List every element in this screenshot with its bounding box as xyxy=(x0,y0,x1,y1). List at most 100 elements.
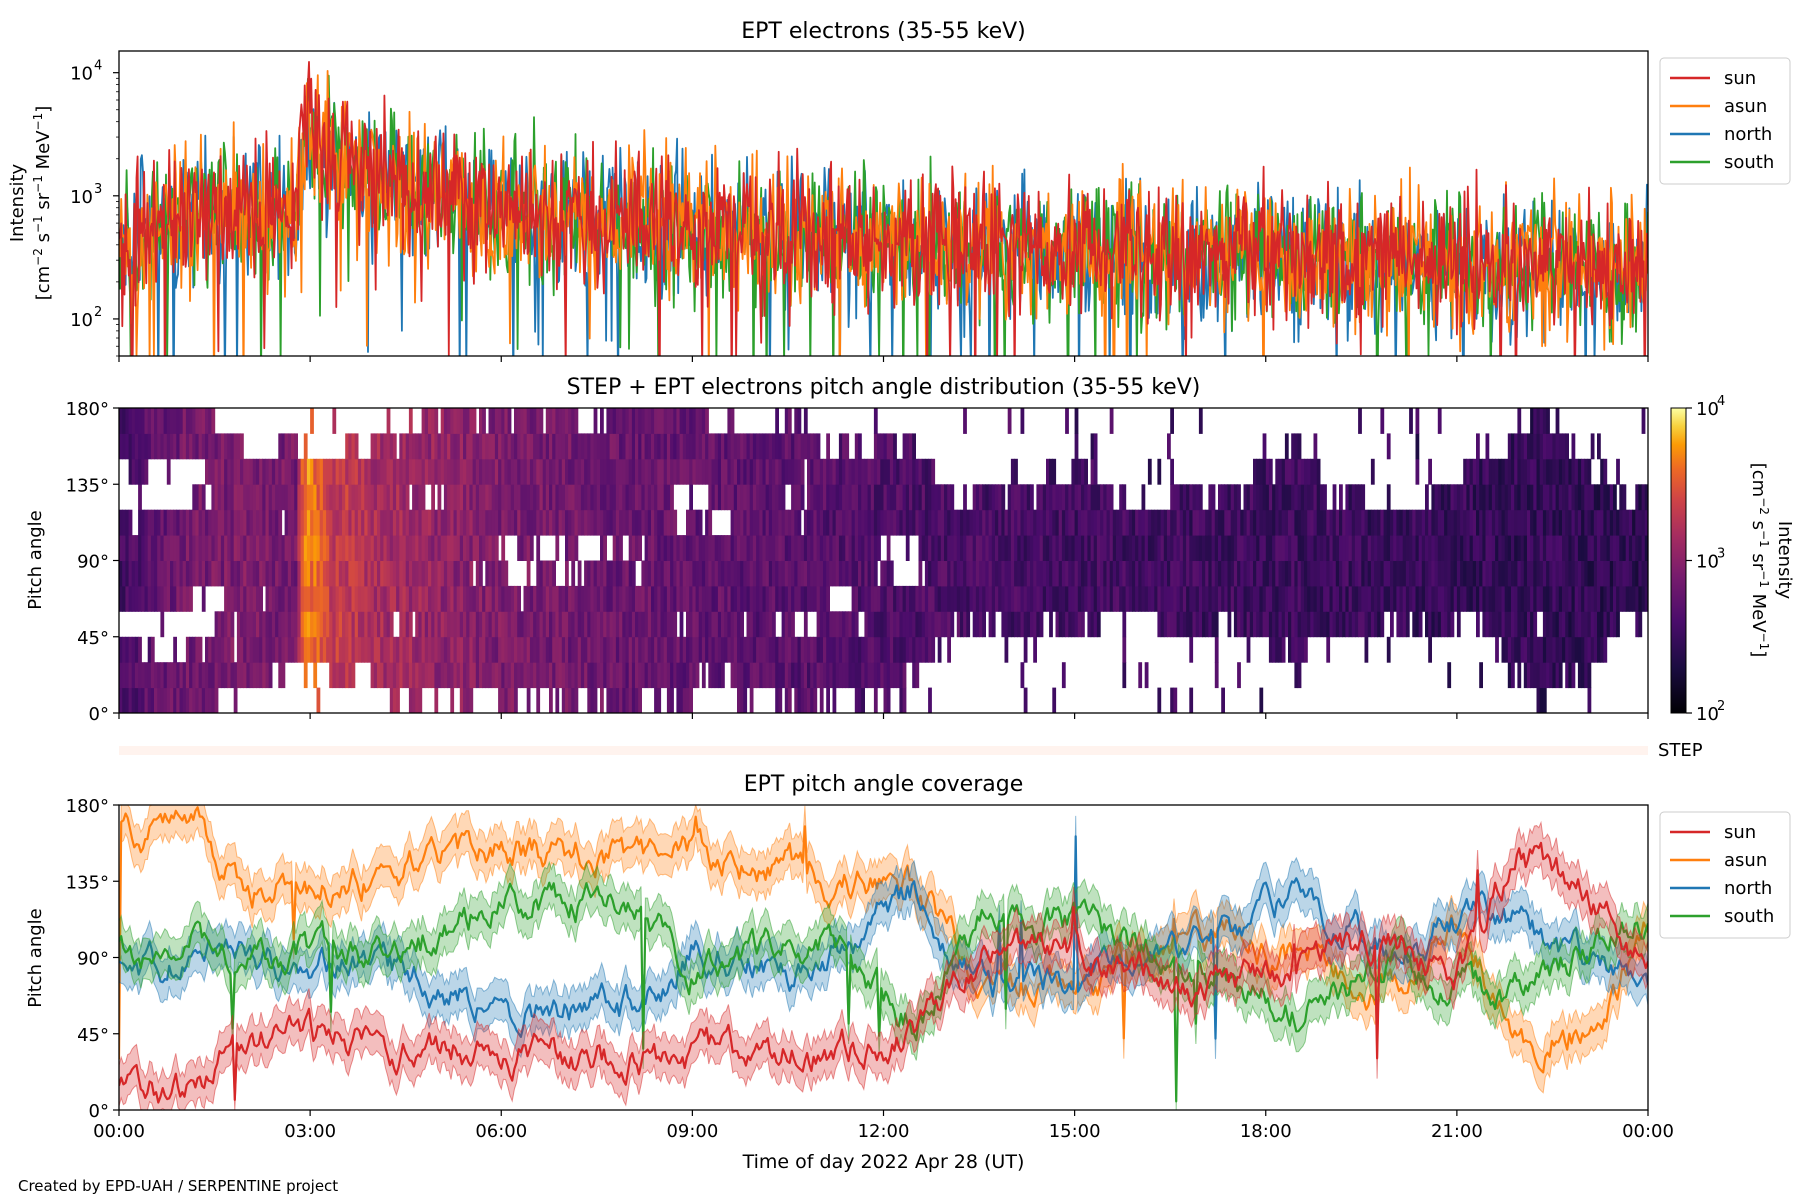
heatmap-cell xyxy=(810,585,814,612)
heatmap-cell xyxy=(345,433,349,460)
heatmap-cell xyxy=(141,560,146,587)
heatmap-cell xyxy=(1256,484,1260,511)
heatmap-cell xyxy=(514,636,518,663)
heatmap-cell xyxy=(1533,611,1538,638)
heatmap-cell xyxy=(1052,687,1057,713)
heatmap-cell xyxy=(316,509,321,536)
heatmap-cell xyxy=(654,560,658,587)
heatmap-cell xyxy=(1364,611,1369,638)
heatmap-cell xyxy=(963,611,967,638)
heatmap-cell xyxy=(412,636,416,663)
heatmap-cell xyxy=(141,535,146,561)
heatmap-cell xyxy=(1453,585,1458,612)
heatmap-cell xyxy=(1224,509,1229,536)
heatmap-cell xyxy=(886,433,891,460)
heatmap-cell xyxy=(1163,611,1168,638)
heatmap-cell xyxy=(873,458,878,485)
heatmap-cell xyxy=(1068,509,1073,536)
heatmap-cell xyxy=(491,509,496,536)
heatmap-cell xyxy=(408,662,413,689)
heatmap-cell xyxy=(1539,484,1544,511)
heatmap-cell xyxy=(565,687,569,713)
heatmap-cell xyxy=(1218,509,1222,536)
heatmap-cell xyxy=(864,509,869,536)
heatmap-cell xyxy=(956,585,961,612)
heatmap-cell xyxy=(1520,611,1525,638)
heatmap-cell xyxy=(915,458,920,485)
heatmap-cell xyxy=(1237,611,1241,638)
heatmap-cell xyxy=(198,687,203,713)
heatmap-cell xyxy=(361,560,365,587)
heatmap-cell xyxy=(523,611,528,638)
heatmap-cell xyxy=(1154,560,1159,587)
heatmap-cell xyxy=(1284,433,1289,460)
heatmap-cell xyxy=(1096,484,1101,511)
heatmap-cell xyxy=(1460,484,1464,511)
heatmap-cell xyxy=(705,560,709,587)
heatmap-cell xyxy=(918,458,923,485)
heatmap-cell xyxy=(858,560,862,587)
heatmap-cell xyxy=(326,458,330,485)
heatmap-cell xyxy=(526,662,531,689)
heatmap-cell xyxy=(730,535,735,561)
series-south-band xyxy=(119,860,1648,1110)
heatmap-cell xyxy=(517,585,521,612)
heatmap-cell xyxy=(533,662,537,689)
heatmap-cell xyxy=(998,484,1002,511)
heatmap-cell xyxy=(816,636,821,663)
heatmap-cell xyxy=(663,509,668,536)
heatmap-cell xyxy=(1259,509,1264,536)
heatmap-cell xyxy=(600,585,604,612)
heatmap-cell xyxy=(1291,611,1295,638)
heatmap-cell xyxy=(619,611,623,638)
heatmap-cell xyxy=(1552,458,1557,485)
heatmap-cell xyxy=(686,509,690,536)
heatmap-cell xyxy=(848,458,853,485)
heatmap-cell xyxy=(810,509,814,536)
heatmap-cell xyxy=(858,509,862,536)
heatmap-cell xyxy=(1109,585,1114,612)
heatmap-cell xyxy=(1278,585,1283,612)
heatmap-cell xyxy=(542,509,547,536)
heatmap-cell xyxy=(635,509,639,536)
heatmap-cell xyxy=(1020,535,1025,561)
heatmap-cell xyxy=(577,611,582,638)
heatmap-cell xyxy=(1577,585,1582,612)
heatmap-cell xyxy=(491,433,496,460)
heatmap-cell xyxy=(256,662,260,689)
heatmap-cell xyxy=(1103,535,1108,561)
heatmap-cell xyxy=(931,611,936,638)
heatmap-cell xyxy=(641,662,646,689)
heatmap-cell xyxy=(628,585,633,612)
heatmap-cell xyxy=(679,611,684,638)
heatmap-cell xyxy=(1268,560,1273,587)
heatmap-cell xyxy=(698,535,703,561)
heatmap-cell xyxy=(195,560,200,587)
heatmap-cell xyxy=(198,662,203,689)
heatmap-cell xyxy=(348,433,353,460)
heatmap-cell xyxy=(396,484,400,511)
heatmap-cell xyxy=(1186,484,1190,511)
heatmap-cell xyxy=(800,560,805,587)
heatmap-cell xyxy=(778,560,783,587)
heatmap-cell xyxy=(593,585,598,612)
colorbar-tick-label: 10 xyxy=(1696,552,1719,573)
heatmap-cell xyxy=(1007,535,1012,561)
heatmap-cell xyxy=(1100,585,1104,612)
heatmap-cell xyxy=(1176,560,1181,587)
heatmap-cell xyxy=(1495,484,1499,511)
heatmap-cell xyxy=(189,585,193,612)
heatmap-cell xyxy=(743,458,748,485)
heatmap-cell xyxy=(1170,585,1174,612)
heatmap-cell xyxy=(574,509,579,536)
heatmap-cell xyxy=(259,611,263,638)
heatmap-cell xyxy=(1288,509,1292,536)
heatmap-cell xyxy=(1033,585,1037,612)
heatmap-cell xyxy=(246,636,251,663)
heatmap-cell xyxy=(979,611,983,638)
heatmap-cell xyxy=(536,611,541,638)
heatmap-cell xyxy=(1284,535,1289,561)
heatmap-cell xyxy=(179,408,184,434)
heatmap-cell xyxy=(192,687,197,713)
heatmap-cell xyxy=(201,560,206,587)
